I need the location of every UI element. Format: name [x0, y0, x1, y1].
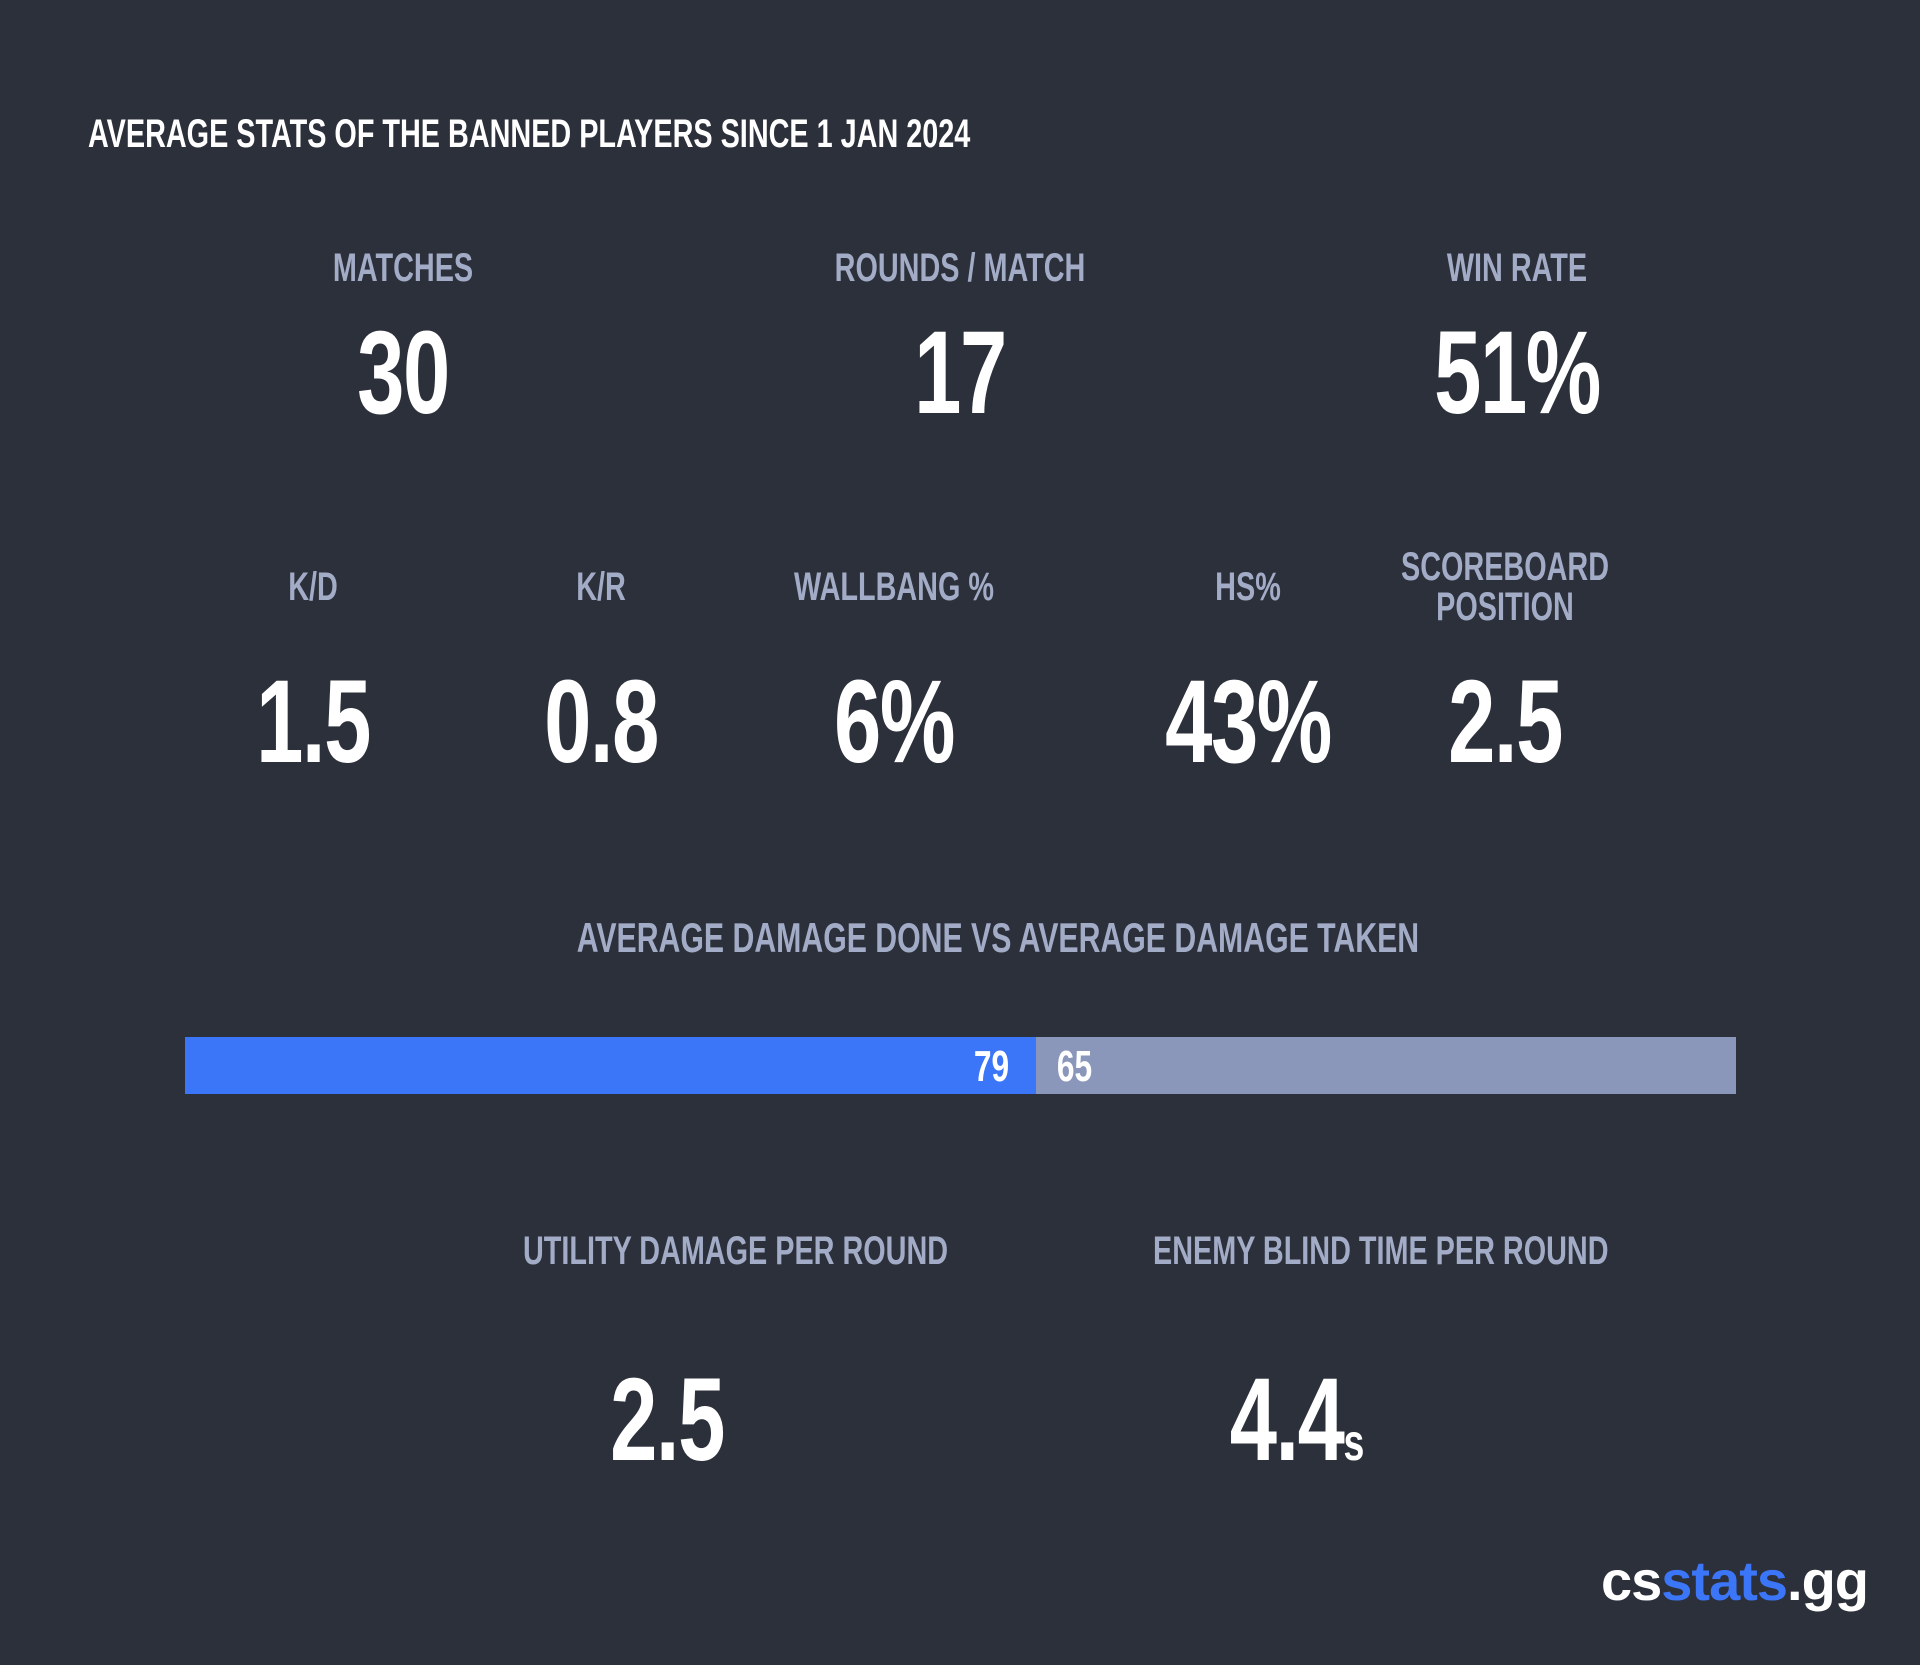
stat-label-line2: POSITION [1436, 585, 1574, 629]
stat-value: 51% [1434, 307, 1601, 439]
logo-stats: stats [1661, 1549, 1788, 1612]
stat-kd: K/D 1.5 [113, 567, 513, 781]
stat-scoreboard-position: SCOREBOARD POSITION 2.5 [1305, 547, 1705, 781]
damage-section-label: AVERAGE DAMAGE DONE VS AVERAGE DAMAGE TA… [576, 914, 1420, 961]
stat-label: ROUNDS / MATCH [834, 246, 1086, 290]
stat-value: 43% [1165, 656, 1332, 788]
damage-done-fill [185, 1037, 1036, 1094]
stat-label-line1: SCOREBOARD [1400, 545, 1610, 589]
stat-label: HS% [1215, 565, 1281, 609]
logo-gg: .gg [1787, 1549, 1869, 1612]
stat-value: 4.4s [1153, 1361, 1441, 1502]
stat-enemy-blind-time: ENEMY BLIND TIME PER ROUND 4.4s [1097, 1229, 1609, 1502]
stat-label: ENEMY BLIND TIME PER ROUND [1153, 1229, 1609, 1273]
stat-label: WIN RATE [1446, 246, 1588, 290]
stat-rounds-per-match: ROUNDS / MATCH 17 [760, 248, 1160, 432]
stat-utility-damage: UTILITY DAMAGE PER ROUND 2.5 [467, 1229, 949, 1486]
csstats-logo: csstats.gg [1600, 1548, 1869, 1613]
stat-win-rate: WIN RATE 51% [1317, 248, 1717, 432]
stat-label: WALLBANG % [793, 565, 994, 609]
page-title: AVERAGE STATS OF THE BANNED PLAYERS SINC… [88, 112, 971, 156]
stat-kr: K/R 0.8 [401, 567, 801, 781]
stat-wallbang: WALLBANG % 6% [694, 567, 1094, 781]
damage-done-value: 79 [973, 1042, 1010, 1091]
stat-value: 2.5 [1448, 656, 1563, 788]
damage-taken-value: 65 [1056, 1042, 1093, 1091]
stat-value-unit: s [1343, 1414, 1365, 1472]
stat-value: 6% [834, 656, 955, 788]
stat-label: K/D [288, 565, 338, 609]
stat-value: 17 [914, 307, 1007, 439]
stat-value: 0.8 [544, 656, 659, 788]
stat-value: 2.5 [610, 1354, 725, 1486]
stat-label: MATCHES [332, 246, 474, 290]
logo-cs: cs [1600, 1549, 1662, 1612]
stat-label: UTILITY DAMAGE PER ROUND [523, 1229, 949, 1273]
damage-bar: 79 65 [185, 1037, 1736, 1094]
stat-value: 1.5 [256, 656, 371, 788]
stat-matches: MATCHES 30 [203, 248, 603, 432]
stat-value: 30 [357, 307, 450, 439]
stat-value-number: 4.4 [1229, 1354, 1345, 1486]
stat-label: K/R [576, 565, 626, 609]
stat-hs: HS% 43% [1048, 567, 1448, 781]
